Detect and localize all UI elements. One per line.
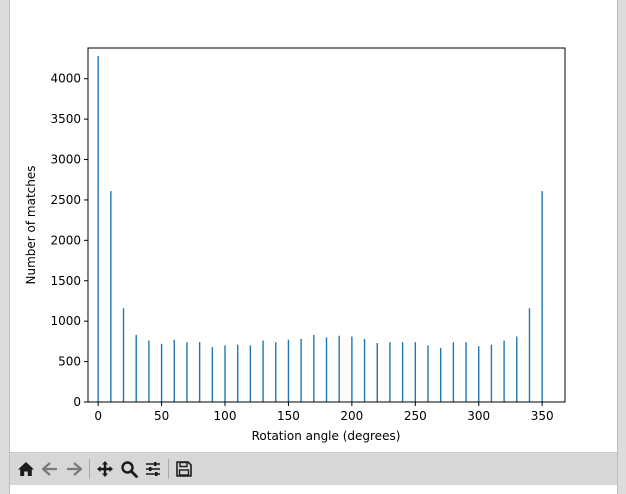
histogram-bar [376, 343, 378, 402]
histogram-bar [97, 56, 99, 403]
histogram-bar [122, 308, 125, 402]
histogram-bar [452, 342, 455, 402]
x-tick-label: 150 [277, 409, 300, 423]
histogram-bar [439, 347, 442, 402]
histogram-bar [275, 342, 277, 402]
forward-button[interactable] [62, 457, 86, 481]
y-tick-label: 2500 [50, 193, 81, 207]
y-tick-label: 1500 [50, 274, 81, 288]
configure-subplots-icon [146, 462, 160, 476]
histogram-bar [313, 334, 315, 402]
histogram-bar [478, 346, 480, 402]
histogram-bar [414, 342, 417, 402]
y-tick-label: 2000 [50, 233, 81, 247]
toolbar-separator [168, 459, 169, 479]
histogram-bar [490, 344, 493, 402]
histogram-bar [211, 347, 214, 402]
histogram-bar [287, 339, 290, 402]
home-button[interactable] [14, 457, 38, 481]
y-axis-label: Number of matches [24, 166, 38, 285]
y-tick-label: 1000 [50, 314, 81, 328]
forward-icon [67, 462, 83, 476]
histogram-bar [249, 345, 252, 402]
histogram-bar [325, 337, 328, 402]
histogram-bar [465, 342, 467, 402]
x-tick-label: 300 [467, 409, 490, 423]
figure-canvas: 0 50 100 150 200 250 300 350 0 500 1000 1500 2000 25… [10, 0, 617, 452]
histogram-bar [135, 334, 137, 402]
histogram-bar [351, 336, 353, 402]
save-icon [176, 461, 192, 477]
histogram-bar [198, 342, 201, 402]
histogram-bar [300, 338, 302, 402]
back-button[interactable] [38, 457, 62, 481]
histogram-bar [110, 191, 112, 402]
x-ticks: 0 50 100 150 200 250 300 350 [94, 402, 554, 423]
pan-icon [97, 461, 113, 477]
histogram-bar [236, 344, 239, 402]
y-tick-label: 3500 [50, 112, 81, 126]
navigation-toolbar [10, 452, 617, 485]
histogram-bar [173, 339, 175, 402]
y-tick-label: 4000 [50, 72, 81, 86]
toolbar-separator [89, 459, 90, 479]
x-tick-label: 250 [404, 409, 427, 423]
x-tick-label: 50 [154, 409, 169, 423]
save-button[interactable] [172, 457, 196, 481]
y-tick-label: 500 [58, 355, 81, 369]
histogram-bar [389, 342, 391, 402]
pan-button[interactable] [93, 457, 117, 481]
histogram-bar [528, 308, 531, 402]
histogram-bar [338, 335, 340, 402]
histogram-bar [427, 345, 429, 402]
x-tick-label: 350 [531, 409, 554, 423]
histogram-bar [148, 340, 150, 402]
histogram-bar [224, 345, 226, 402]
configure-subplots-button[interactable] [141, 457, 165, 481]
histogram-chart: 0 50 100 150 200 250 300 350 0 500 1000 1500 2000 25… [24, 47, 566, 443]
histogram-bar [160, 343, 163, 402]
histogram-bar [363, 338, 366, 402]
bars-group [97, 56, 543, 403]
histogram-bar [262, 340, 264, 402]
histogram-bar [186, 342, 188, 402]
axes-frame [87, 47, 566, 403]
y-tick-label: 3000 [50, 153, 81, 167]
plot-window: 0 50 100 150 200 250 300 350 0 500 1000 1500 2000 25… [9, 0, 618, 494]
back-icon [41, 462, 57, 476]
x-tick-label: 0 [94, 409, 102, 423]
histogram-bar [503, 340, 505, 402]
x-tick-label: 100 [214, 409, 237, 423]
zoom-icon [121, 461, 138, 478]
home-icon [18, 462, 34, 476]
y-tick-label: 0 [73, 395, 81, 409]
histogram-bar [541, 191, 543, 402]
x-axis-label: Rotation angle (degrees) [252, 429, 401, 443]
status-strip [10, 485, 617, 494]
histogram-bar [401, 342, 404, 402]
zoom-button[interactable] [117, 457, 141, 481]
x-tick-label: 200 [340, 409, 363, 423]
y-ticks: 0 500 1000 1500 2000 2500 3000 3500 4000 [50, 72, 88, 409]
histogram-bar [516, 336, 518, 402]
